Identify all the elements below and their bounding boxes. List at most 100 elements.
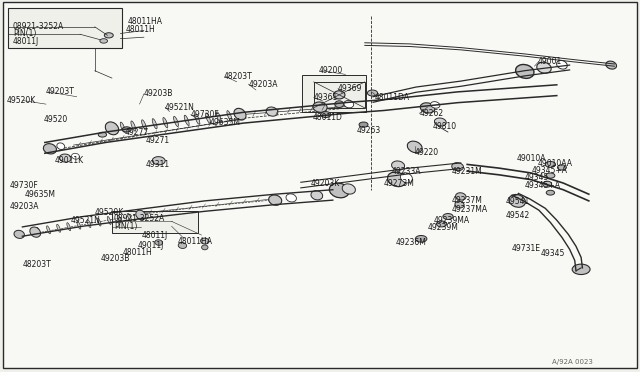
Text: 49369: 49369 — [338, 84, 362, 93]
Text: 48203T: 48203T — [22, 260, 51, 269]
Ellipse shape — [155, 240, 163, 245]
Text: 49345: 49345 — [541, 249, 565, 258]
Text: 49311: 49311 — [146, 160, 170, 169]
Text: 49635M: 49635M — [24, 190, 55, 199]
Text: 49520K: 49520K — [6, 96, 36, 105]
Ellipse shape — [44, 144, 56, 154]
Ellipse shape — [234, 108, 246, 120]
Text: 49345+A: 49345+A — [525, 182, 561, 190]
Text: 49731E: 49731E — [512, 244, 541, 253]
Bar — [8, 8, 122, 48]
Ellipse shape — [14, 230, 24, 238]
Text: 49011J: 49011J — [138, 241, 164, 250]
Text: PIN(1): PIN(1) — [13, 29, 36, 38]
Ellipse shape — [47, 226, 51, 234]
Ellipse shape — [452, 163, 463, 171]
Text: 49220: 49220 — [415, 148, 439, 157]
Ellipse shape — [36, 227, 40, 235]
Ellipse shape — [359, 122, 368, 127]
Text: 48011H: 48011H — [123, 248, 152, 257]
Text: A/92A 0023: A/92A 0023 — [552, 359, 593, 365]
Text: 49520K: 49520K — [95, 208, 124, 217]
Text: 49237M: 49237M — [451, 196, 482, 205]
Ellipse shape — [57, 143, 65, 150]
Ellipse shape — [237, 109, 243, 120]
Text: 49345: 49345 — [525, 173, 549, 182]
Ellipse shape — [173, 116, 179, 126]
Text: 48011DA: 48011DA — [374, 93, 410, 102]
Ellipse shape — [407, 141, 422, 153]
Text: 48203T: 48203T — [224, 72, 253, 81]
Ellipse shape — [30, 227, 40, 237]
Text: 49203B: 49203B — [143, 89, 173, 98]
Ellipse shape — [415, 235, 427, 242]
Ellipse shape — [141, 120, 147, 130]
Ellipse shape — [388, 172, 406, 187]
Ellipse shape — [200, 238, 209, 244]
Ellipse shape — [99, 132, 106, 137]
Text: 48011HA: 48011HA — [178, 237, 213, 246]
Text: 49237MA: 49237MA — [451, 205, 487, 214]
Ellipse shape — [269, 195, 282, 205]
Ellipse shape — [100, 39, 108, 43]
Text: 49203K: 49203K — [310, 179, 340, 187]
Ellipse shape — [367, 90, 378, 96]
Ellipse shape — [205, 113, 211, 123]
Text: 49200: 49200 — [319, 66, 343, 75]
Ellipse shape — [606, 61, 616, 69]
Ellipse shape — [67, 223, 70, 231]
Ellipse shape — [311, 191, 323, 200]
Text: 48011J: 48011J — [13, 37, 39, 46]
Ellipse shape — [77, 221, 81, 229]
Text: 49730F: 49730F — [191, 110, 220, 119]
Text: 49239MA: 49239MA — [434, 216, 470, 225]
Text: PIN(1): PIN(1) — [114, 222, 138, 231]
Ellipse shape — [344, 100, 354, 108]
Ellipse shape — [131, 121, 136, 131]
Text: 49203A: 49203A — [248, 80, 278, 89]
Ellipse shape — [435, 118, 446, 126]
Ellipse shape — [57, 224, 61, 232]
Text: 49521N: 49521N — [165, 103, 195, 112]
Text: 48011H: 48011H — [126, 25, 156, 34]
Ellipse shape — [163, 118, 168, 128]
Ellipse shape — [543, 181, 552, 187]
Text: 49233A: 49233A — [392, 167, 421, 176]
Text: 48011D: 48011D — [312, 113, 342, 122]
Ellipse shape — [443, 214, 453, 219]
Circle shape — [572, 264, 590, 275]
Ellipse shape — [60, 154, 71, 162]
Ellipse shape — [431, 102, 440, 108]
Ellipse shape — [152, 119, 157, 129]
Ellipse shape — [227, 110, 232, 121]
Ellipse shape — [436, 221, 447, 227]
Ellipse shape — [106, 122, 118, 135]
Text: 49231M: 49231M — [452, 167, 483, 176]
Text: 49011K: 49011K — [54, 156, 84, 165]
Ellipse shape — [330, 183, 349, 198]
Ellipse shape — [178, 243, 187, 248]
Ellipse shape — [420, 103, 435, 113]
Text: 49262: 49262 — [419, 109, 444, 118]
Ellipse shape — [184, 115, 189, 125]
Ellipse shape — [333, 91, 345, 99]
Ellipse shape — [342, 184, 355, 194]
Text: 49273M: 49273M — [384, 179, 415, 187]
Text: 49345+A: 49345+A — [531, 166, 567, 175]
Text: 49520: 49520 — [44, 115, 68, 124]
Text: 49263: 49263 — [357, 126, 381, 135]
Text: 49521N: 49521N — [70, 216, 100, 225]
Ellipse shape — [547, 190, 554, 195]
Ellipse shape — [195, 114, 200, 124]
Text: 49271: 49271 — [146, 136, 170, 145]
Text: 48011J: 48011J — [142, 231, 168, 240]
Ellipse shape — [455, 201, 464, 208]
Ellipse shape — [97, 218, 101, 226]
Ellipse shape — [109, 123, 115, 134]
Text: 49239M: 49239M — [428, 223, 458, 232]
Ellipse shape — [392, 161, 404, 170]
Text: 49277: 49277 — [125, 128, 149, 137]
Ellipse shape — [545, 161, 556, 167]
Text: 49010AA: 49010AA — [538, 159, 573, 168]
Ellipse shape — [108, 217, 111, 224]
